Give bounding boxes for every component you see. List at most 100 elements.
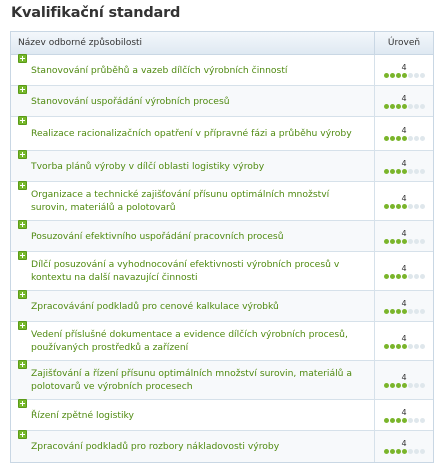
table-row[interactable]: Stanovování průběhů a vazeb dílčích výro… [11,54,433,86]
level-dot-filled [395,238,401,244]
level-dot-filled [401,238,407,244]
competency-name-link[interactable]: Stanovování průběhů a vazeb dílčích výro… [31,64,288,76]
level-number: 4 [401,126,407,135]
level-dot-empty [419,273,425,279]
expand-plus-icon[interactable] [18,116,27,125]
competency-name-cell[interactable]: Tvorba plánů výroby v dílčí oblasti logi… [11,150,374,181]
level-number: 4 [401,93,407,103]
level-dot-filled [389,308,395,314]
competency-name-cell[interactable]: Zpracovávání podkladů pro cenové kalkula… [11,290,374,321]
expand-plus-icon[interactable] [18,251,27,260]
table-row[interactable]: Vedení příslušné dokumentace a evidence … [11,321,433,361]
level-rating-dots [383,449,425,454]
table-row[interactable]: Realizace racionalizačních opatření v př… [11,116,433,151]
level-dot-filled [383,238,389,244]
competency-name-link[interactable]: Stanovování uspořádání výrobních procesů [31,95,230,107]
level-dot-empty [407,449,413,454]
competency-name-cell[interactable]: Vedení příslušné dokumentace a evidence … [11,321,374,360]
table-row[interactable]: Zpracování podkladů pro rozbory nákladov… [11,430,433,462]
level-dot-empty [419,72,425,78]
competency-name-link[interactable]: Tvorba plánů výroby v dílčí oblasti logi… [31,160,265,172]
level-dot-empty [413,417,419,423]
level-dot-empty [407,343,413,349]
competency-name-link[interactable]: Řízení zpětné logistiky [31,409,134,421]
level-dot-filled [389,72,395,78]
competency-name-link[interactable]: Vedení příslušné dokumentace a evidence … [31,329,348,353]
level-dot-empty [419,203,425,209]
competency-name-cell[interactable]: Realizace racionalizačních opatření v př… [11,116,374,150]
table-row[interactable]: Zajišťování a řízení přísunu optimálních… [11,360,433,400]
level-rating-dots [383,136,425,141]
level-rating-dots [383,103,425,109]
table-body: Stanovování průběhů a vazeb dílčích výro… [11,54,433,462]
level-dot-filled [383,168,389,174]
expand-plus-icon[interactable] [18,430,27,439]
expand-plus-icon[interactable] [18,399,27,408]
expand-plus-icon[interactable] [18,360,27,369]
competency-name-link[interactable]: Realizace racionalizačních opatření v př… [31,128,352,139]
level-dot-filled [401,103,407,109]
competency-name-cell[interactable]: Řízení zpětné logistiky [11,399,374,430]
expand-plus-icon[interactable] [18,181,27,190]
competency-name-cell[interactable]: Zpracování podkladů pro rozbory nákladov… [11,430,374,462]
level-dot-filled [395,449,401,454]
level-dot-filled [401,343,407,349]
competency-name-link[interactable]: Zajišťování a řízení přísunu optimálních… [31,368,352,392]
level-number: 4 [401,372,407,382]
level-dot-filled [395,382,401,388]
table-row[interactable]: Posuzování efektivního uspořádání pracov… [11,220,433,252]
level-dot-empty [413,343,419,349]
level-cell: 4 [374,151,433,181]
page-title: Kvalifikační standard [11,5,181,21]
competency-name-cell[interactable]: Dílčí posuzování a vyhodnocování efektiv… [11,251,374,290]
level-dot-empty [407,168,413,174]
level-dot-filled [383,203,389,209]
level-dot-filled [383,136,389,141]
competency-name-link[interactable]: Zpracovávání podkladů pro cenové kalkula… [31,300,279,312]
level-cell: 4 [374,55,433,85]
level-dot-empty [419,103,425,109]
table-row[interactable]: Stanovování uspořádání výrobních procesů… [11,85,433,117]
level-dot-filled [395,203,401,209]
table-row[interactable]: Zpracovávání podkladů pro cenové kalkula… [11,290,433,322]
competency-name-cell[interactable]: Posuzování efektivního uspořádání pracov… [11,220,374,251]
expand-plus-icon[interactable] [18,220,27,229]
table-row[interactable]: Dílčí posuzování a vyhodnocování efektiv… [11,251,433,291]
competency-name-cell[interactable]: Organizace a technické zajišťování přísu… [11,181,374,220]
competency-name-link[interactable]: Posuzování efektivního uspořádání pracov… [31,230,284,242]
level-dot-filled [389,168,395,174]
expand-plus-icon[interactable] [18,150,27,159]
level-cell: 4 [374,117,433,150]
competency-name-cell[interactable]: Stanovování průběhů a vazeb dílčích výro… [11,54,374,85]
competency-name-link[interactable]: Dílčí posuzování a vyhodnocování efektiv… [31,259,340,283]
competency-name-cell[interactable]: Zajišťování a řízení přísunu optimálních… [11,360,374,399]
competency-name-cell[interactable]: Stanovování uspořádání výrobních procesů [11,85,374,116]
level-dot-filled [383,273,389,279]
table-row[interactable]: Organizace a technické zajišťování přísu… [11,181,433,221]
competency-name-link[interactable]: Zpracování podkladů pro rozbory nákladov… [31,441,280,452]
level-dot-filled [401,308,407,314]
level-dot-filled [395,136,401,141]
level-rating-dots [383,72,425,78]
level-number: 4 [401,62,407,72]
expand-plus-icon[interactable] [18,290,27,299]
table-row[interactable]: Tvorba plánů výroby v dílčí oblasti logi… [11,150,433,182]
level-dot-filled [383,417,389,423]
level-dot-empty [413,136,419,141]
level-cell: 4 [374,221,433,251]
level-dot-filled [395,308,401,314]
level-rating-dots [383,238,425,244]
expand-plus-icon[interactable] [18,85,27,94]
qualification-table: Název odborné způsobilosti Úroveň Stanov… [10,31,434,463]
expand-plus-icon[interactable] [18,54,27,63]
level-dot-empty [419,308,425,314]
table-row[interactable]: Řízení zpětné logistiky 4 [11,399,433,431]
level-dot-filled [383,103,389,109]
level-dot-empty [407,203,413,209]
level-number: 4 [401,298,407,308]
level-dot-filled [401,382,407,388]
competency-name-link[interactable]: Organizace a technické zajišťování přísu… [31,189,330,213]
expand-plus-icon[interactable] [18,321,27,330]
level-dot-filled [389,417,395,423]
level-dot-filled [395,417,401,423]
